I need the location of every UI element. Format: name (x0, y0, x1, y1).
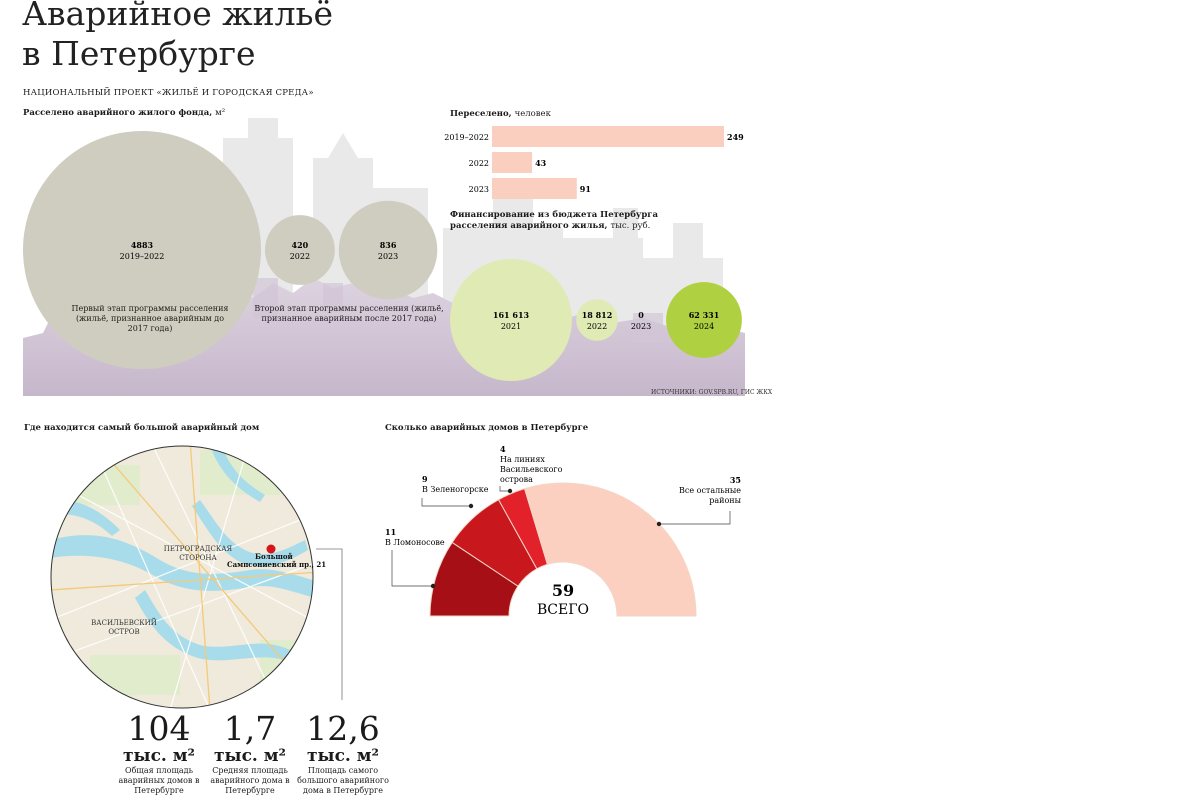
finance-bubble-3 (666, 282, 742, 358)
donut-label-text-2-0: На линиях (500, 455, 545, 464)
stat-average-area: 1,7 тыс. м² Средняя площадь аварийного д… (200, 712, 300, 796)
donut-leader-3 (659, 511, 731, 525)
donut-total-label: ВСЕГО (537, 602, 589, 618)
stat-largest-area-value: 12,6 (306, 709, 380, 748)
title-line-1: Аварийное жильё (22, 0, 334, 33)
area-bubble-0 (23, 131, 261, 369)
finance-chart-title: Финансирование из бюджета Петербурга рас… (450, 210, 670, 232)
donut-label-text-0-0: В Ломоносове (385, 538, 445, 547)
stat-largest-area-unit: тыс. м² (307, 746, 379, 766)
donut-chart-title: Сколько аварийных домов в Петербурге (385, 423, 589, 433)
area-bubble-value-1: 420 (292, 240, 309, 250)
resettled-bar-chart: 2019–2022 249 2022 43 2023 91 (444, 126, 744, 199)
subtitle: НАЦИОНАЛЬНЫЙ ПРОЕКТ «ЖИЛЬЁ И ГОРОДСКАЯ С… (23, 88, 314, 98)
resettled-bar-label-0: 2019–2022 (444, 133, 489, 142)
map-label-petrogradskaya: ПЕТРОГРАДСКАЯ СТОРОНА (163, 545, 233, 562)
stat-average-area-desc: Средняя площадь аварийного дома в Петерб… (210, 766, 290, 795)
stat-total-area-desc: Общая площадь аварийных домов в Петербур… (118, 766, 200, 795)
donut-label-text-2-2: острова (500, 475, 533, 484)
area-title-unit: м² (215, 108, 226, 118)
stat-average-area-unit: тыс. м² (214, 746, 286, 766)
finance-bubble-year-0: 2021 (501, 322, 521, 331)
finance-bubble-0 (450, 259, 572, 381)
resettled-bar-0 (492, 126, 724, 147)
area-annotation-first-stage: Первый этап программы расселения (жильё,… (71, 304, 229, 333)
stat-average-area-value: 1,7 (223, 709, 277, 748)
donut-leader-dot-2 (507, 488, 513, 494)
finance-bubble-chart: 161 613 2021 18 812 2022 0 2023 62 331 2024 (450, 259, 742, 381)
donut-slice-3 (523, 482, 697, 617)
donut-total-value: 59 (552, 581, 574, 600)
area-bubble-1 (265, 215, 335, 285)
area-bubble-year-2: 2023 (378, 252, 398, 261)
finance-title-text: Финансирование из бюджета Петербурга рас… (450, 210, 659, 231)
finance-bubble-1 (576, 299, 618, 341)
stat-largest-area-desc: Площадь самого большого аварийного дома … (297, 766, 389, 795)
stat-largest-area: 12,6 тыс. м² Площадь самого большого ава… (293, 712, 393, 796)
finance-bubble-value-1: 18 812 (582, 310, 613, 320)
resettled-bar-label-2: 2023 (469, 185, 489, 194)
map-marker-label: Большой Сампсониевский пр., 21 (227, 553, 326, 569)
resettled-bar-label-1: 2022 (469, 159, 489, 168)
resettled-chart-title: Переселено, человек (450, 109, 551, 119)
area-bubble-chart: 4883 2019–2022 420 2022 836 2023 (23, 131, 438, 369)
area-bubble-value-2: 836 (380, 240, 397, 250)
resettled-bar-value-1: 43 (535, 158, 547, 168)
donut-label-text-3-0: Все остальные (679, 486, 741, 495)
donut-leader-2 (499, 486, 510, 492)
finance-bubble-year-3: 2024 (694, 322, 714, 331)
finance-bubble-year-2: 2023 (631, 322, 651, 331)
donut-label-value-3: 35 (730, 475, 741, 485)
source-note: ИСТОЧНИКИ: GOV.SPB.RU, ГИС ЖКХ (651, 389, 773, 396)
resettled-bar-2 (492, 178, 577, 199)
donut-leader-dot-0 (430, 583, 436, 589)
stat-total-area-value: 104 (127, 709, 191, 748)
resettled-bar-value-2: 91 (580, 184, 591, 194)
donut-label-value-1: 9 (422, 474, 428, 484)
area-bubble-value-0: 4883 (131, 240, 154, 250)
finance-bubble-year-1: 2022 (587, 322, 607, 331)
donut-label-value-2: 4 (500, 444, 506, 454)
resettled-bar-value-0: 249 (727, 132, 744, 142)
area-chart-title: Расселено аварийного жилого фонда, м² (23, 108, 225, 118)
stat-total-area: 104 тыс. м² Общая площадь аварийных домо… (109, 712, 209, 796)
area-annotation-second-stage: Второй этап программы расселения (жильё,… (254, 304, 444, 323)
area-bubble-year-0: 2019–2022 (120, 252, 165, 261)
finance-bubble-value-3: 62 331 (689, 310, 720, 320)
map-title: Где находится самый большой аварийный до… (24, 423, 260, 433)
resettled-title-text: Переселено, (450, 109, 512, 119)
donut-label-text-1-0: В Зеленогорске (422, 485, 489, 494)
area-bubble-2 (338, 200, 438, 300)
finance-title-unit: тыс. руб. (610, 221, 651, 231)
resettled-title-unit: человек (514, 109, 551, 119)
donut-leader-dot-3 (656, 521, 662, 527)
map-marker-icon (266, 544, 276, 554)
page-title: Аварийное жильё в Петербурге (22, 0, 333, 74)
donut-label-value-0: 11 (385, 527, 396, 537)
donut-leader-dot-1 (468, 503, 474, 509)
donut-label-text-3-1: районы (709, 496, 741, 505)
title-line-2: в Петербурге (22, 34, 256, 73)
donut-label-text-2-1: Васильевского (500, 465, 563, 474)
area-bubble-year-1: 2022 (290, 252, 310, 261)
stat-total-area-unit: тыс. м² (123, 746, 195, 766)
donut-leader-0 (391, 550, 433, 587)
donut-leader-1 (421, 498, 471, 507)
map-label-vasilievsky: ВАСИЛЬЕВСКИЙ ОСТРОВ (91, 619, 157, 636)
city-map (50, 445, 343, 709)
map-marker-label-line-2: Сампсониевский пр., 21 (227, 560, 327, 569)
finance-bubble-value-0: 161 613 (493, 310, 530, 320)
resettled-bar-1 (492, 152, 533, 173)
map-marker-label-line-1: Большой (255, 552, 293, 561)
area-title-text: Расселено аварийного жилого фонда, (23, 108, 213, 118)
finance-bubble-value-2: 0 (638, 310, 644, 320)
